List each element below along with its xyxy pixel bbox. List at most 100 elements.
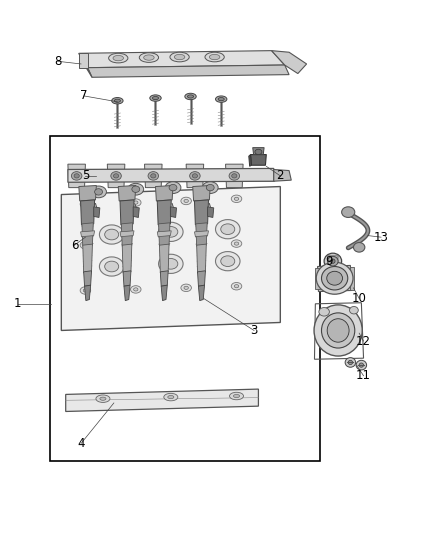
Ellipse shape (353, 243, 365, 252)
Polygon shape (133, 207, 139, 217)
Ellipse shape (128, 183, 144, 195)
Polygon shape (83, 244, 92, 273)
Polygon shape (194, 231, 208, 237)
Polygon shape (272, 51, 307, 74)
Ellipse shape (215, 252, 240, 271)
Ellipse shape (71, 172, 82, 180)
Polygon shape (107, 164, 125, 188)
Ellipse shape (165, 182, 181, 193)
Ellipse shape (139, 53, 159, 62)
Text: 4: 4 (77, 437, 85, 450)
Ellipse shape (83, 289, 88, 292)
Ellipse shape (74, 174, 79, 178)
Text: 5: 5 (82, 169, 89, 182)
Polygon shape (120, 200, 134, 225)
Ellipse shape (314, 305, 362, 356)
Ellipse shape (190, 172, 200, 180)
Ellipse shape (184, 199, 188, 203)
Ellipse shape (185, 93, 196, 100)
Ellipse shape (327, 319, 349, 342)
Text: 1: 1 (14, 297, 21, 310)
Ellipse shape (113, 174, 119, 178)
Ellipse shape (202, 182, 218, 193)
Polygon shape (274, 169, 291, 181)
Polygon shape (350, 266, 354, 290)
Text: 3: 3 (251, 324, 258, 337)
Ellipse shape (187, 95, 194, 98)
Polygon shape (157, 200, 171, 225)
Text: 6: 6 (71, 239, 78, 252)
Ellipse shape (324, 253, 342, 269)
Ellipse shape (164, 259, 178, 269)
Ellipse shape (164, 227, 178, 237)
Ellipse shape (356, 360, 367, 370)
Polygon shape (145, 164, 162, 188)
Polygon shape (124, 285, 130, 301)
Ellipse shape (232, 174, 237, 178)
Polygon shape (118, 185, 136, 201)
Ellipse shape (348, 360, 353, 365)
Ellipse shape (319, 308, 329, 316)
Ellipse shape (169, 184, 177, 191)
Polygon shape (198, 285, 205, 301)
Ellipse shape (181, 284, 191, 292)
Polygon shape (226, 164, 243, 188)
Ellipse shape (99, 257, 124, 276)
Ellipse shape (144, 55, 154, 60)
Ellipse shape (111, 172, 121, 180)
Polygon shape (79, 53, 92, 77)
Ellipse shape (80, 200, 91, 208)
Ellipse shape (148, 172, 159, 180)
Ellipse shape (230, 392, 244, 400)
Ellipse shape (131, 199, 141, 206)
Ellipse shape (331, 259, 335, 263)
Ellipse shape (134, 288, 138, 291)
Ellipse shape (221, 256, 235, 266)
Text: 10: 10 (352, 292, 367, 305)
Bar (50, 136, 320, 461)
Ellipse shape (221, 224, 235, 235)
Ellipse shape (234, 197, 239, 200)
Ellipse shape (159, 254, 183, 273)
Ellipse shape (80, 287, 91, 294)
Polygon shape (159, 244, 169, 273)
Ellipse shape (83, 244, 88, 247)
Ellipse shape (113, 55, 124, 61)
Polygon shape (68, 168, 274, 182)
Polygon shape (79, 53, 88, 68)
Ellipse shape (215, 96, 227, 102)
Ellipse shape (231, 282, 242, 290)
Polygon shape (249, 155, 251, 166)
Polygon shape (122, 244, 132, 273)
Ellipse shape (234, 285, 239, 288)
Polygon shape (79, 185, 96, 201)
Polygon shape (157, 231, 171, 237)
Ellipse shape (205, 52, 224, 62)
Ellipse shape (215, 220, 240, 239)
Polygon shape (186, 164, 204, 188)
Ellipse shape (174, 54, 185, 60)
Ellipse shape (345, 358, 356, 367)
Polygon shape (123, 271, 131, 286)
Ellipse shape (206, 184, 214, 191)
Ellipse shape (105, 261, 119, 272)
Ellipse shape (170, 52, 189, 62)
Polygon shape (170, 207, 177, 217)
Ellipse shape (83, 203, 88, 206)
Ellipse shape (80, 241, 91, 249)
Ellipse shape (233, 394, 240, 398)
Polygon shape (315, 268, 320, 289)
Ellipse shape (327, 271, 343, 285)
Polygon shape (196, 223, 207, 246)
Polygon shape (68, 164, 85, 188)
Ellipse shape (328, 256, 338, 266)
Ellipse shape (114, 99, 120, 102)
Polygon shape (197, 244, 206, 273)
Polygon shape (161, 285, 167, 301)
Ellipse shape (184, 286, 188, 289)
Polygon shape (251, 155, 266, 165)
Ellipse shape (132, 186, 140, 192)
Polygon shape (120, 231, 134, 237)
Polygon shape (84, 271, 92, 286)
Polygon shape (94, 207, 100, 217)
